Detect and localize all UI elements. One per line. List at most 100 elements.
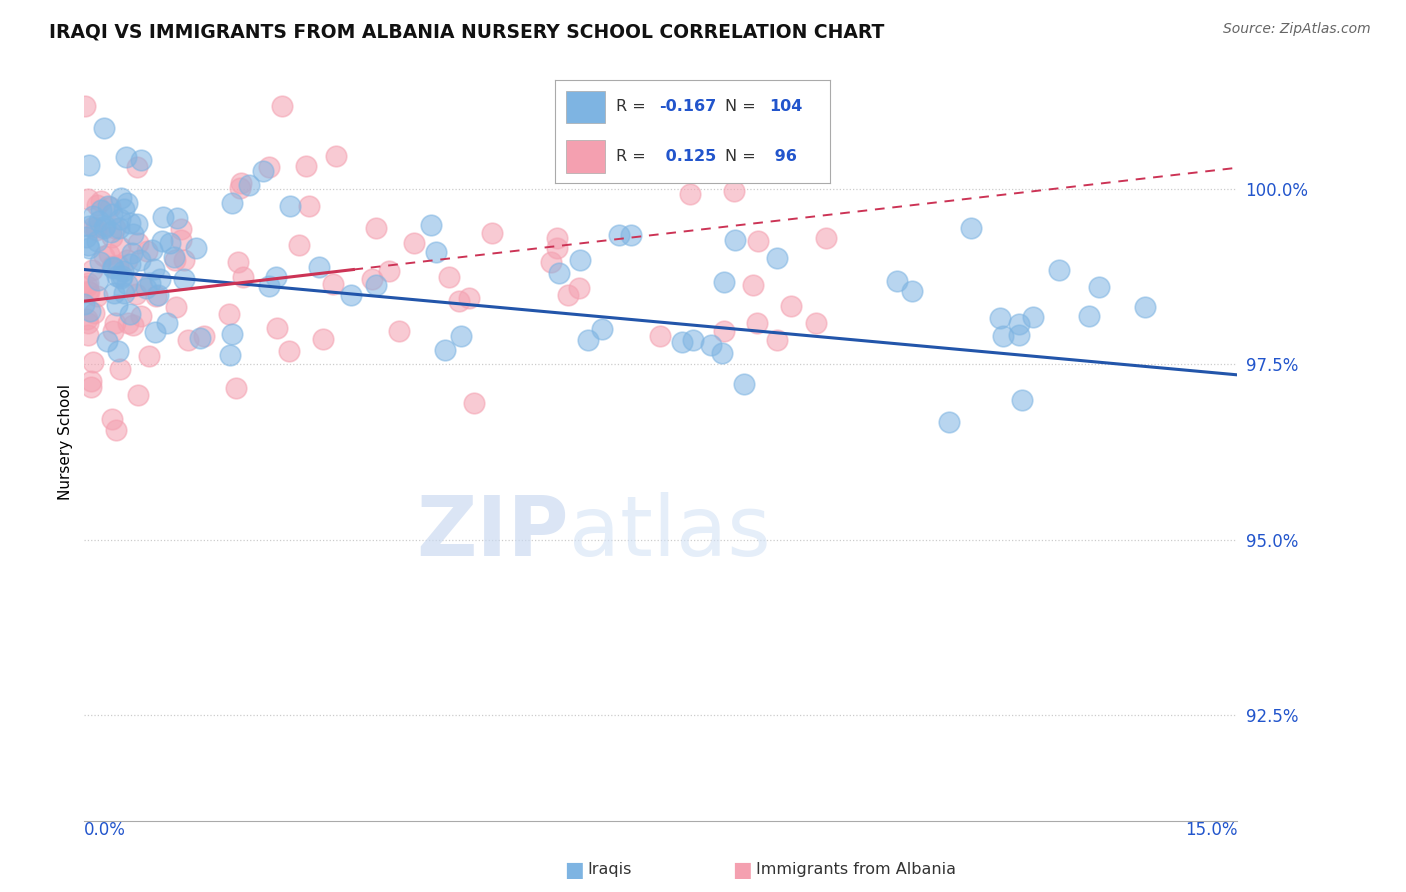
Text: 96: 96 (769, 149, 797, 164)
Point (117, 316, 139, 330)
Point (122, 227, 145, 241)
Text: IRAQI VS IMMIGRANTS FROM ALBANIA NURSERY SCHOOL CORRELATION CHART: IRAQI VS IMMIGRANTS FROM ALBANIA NURSERY… (49, 22, 884, 41)
Point (450, 328, 472, 343)
Point (221, 327, 243, 342)
Point (115, 150, 138, 164)
Point (724, 233, 747, 247)
Point (152, 234, 174, 248)
Point (886, 274, 908, 288)
Point (671, 335, 693, 350)
Point (101, 324, 124, 338)
Point (654, 112, 676, 127)
Point (101, 260, 124, 274)
Point (139, 277, 162, 291)
Point (238, 178, 260, 192)
Point (900, 284, 922, 298)
Point (814, 231, 837, 245)
Point (481, 226, 503, 240)
Point (988, 311, 1011, 326)
Point (80, 380, 103, 394)
Point (82, 355, 104, 369)
Point (463, 396, 485, 410)
Point (257, 279, 280, 293)
Point (97, 247, 120, 261)
Point (129, 309, 152, 323)
Point (105, 424, 128, 438)
Point (576, 333, 599, 347)
Point (125, 217, 148, 231)
Point (264, 270, 287, 285)
Point (278, 344, 301, 359)
Point (270, 99, 292, 113)
Point (1011, 393, 1033, 408)
Point (86, 198, 108, 212)
Point (76, 311, 98, 326)
Point (112, 286, 135, 301)
Point (124, 287, 146, 301)
Point (93, 120, 115, 135)
Point (93, 249, 115, 263)
Point (288, 237, 311, 252)
Point (546, 241, 568, 255)
Point (177, 333, 200, 347)
Point (93, 220, 115, 235)
Point (766, 333, 789, 347)
Point (83, 306, 105, 320)
Point (742, 277, 765, 292)
Point (107, 221, 129, 235)
Point (101, 259, 124, 273)
Point (82, 263, 104, 277)
Point (711, 345, 734, 359)
Point (366, 278, 388, 293)
Point (959, 221, 981, 235)
Point (82, 209, 104, 223)
Point (569, 252, 592, 267)
Point (110, 271, 132, 285)
Point (557, 288, 579, 302)
Text: ■: ■ (564, 860, 583, 880)
Point (77, 316, 100, 330)
Point (679, 186, 702, 201)
Point (228, 180, 250, 194)
Point (76, 192, 98, 206)
Point (607, 228, 630, 243)
Point (131, 277, 153, 291)
FancyBboxPatch shape (567, 140, 605, 173)
Point (166, 211, 188, 226)
Text: R =: R = (616, 99, 645, 114)
Point (75, 230, 97, 244)
Point (364, 220, 387, 235)
Point (232, 270, 254, 285)
Point (361, 272, 384, 286)
Point (104, 316, 127, 330)
Point (186, 241, 208, 255)
Text: 0.0%: 0.0% (84, 821, 127, 838)
Point (295, 159, 318, 173)
Point (1008, 328, 1031, 343)
Text: ZIP: ZIP (416, 492, 568, 573)
Point (218, 307, 240, 321)
Point (768, 155, 790, 169)
Point (700, 338, 723, 352)
Point (77, 241, 100, 255)
Point (82, 220, 104, 235)
Point (1008, 317, 1031, 331)
Point (229, 177, 252, 191)
Point (419, 218, 441, 232)
Point (108, 240, 131, 254)
Point (568, 281, 591, 295)
Text: N =: N = (725, 99, 756, 114)
Point (325, 149, 347, 163)
Point (110, 191, 132, 205)
Point (259, 161, 281, 175)
Point (163, 250, 186, 264)
Point (388, 324, 411, 338)
Point (107, 343, 129, 358)
Text: -0.167: -0.167 (659, 99, 717, 114)
Point (96, 199, 118, 213)
Point (548, 266, 571, 280)
Point (540, 254, 562, 268)
Text: R =: R = (616, 149, 645, 164)
Point (77, 276, 100, 290)
Point (90, 202, 112, 217)
